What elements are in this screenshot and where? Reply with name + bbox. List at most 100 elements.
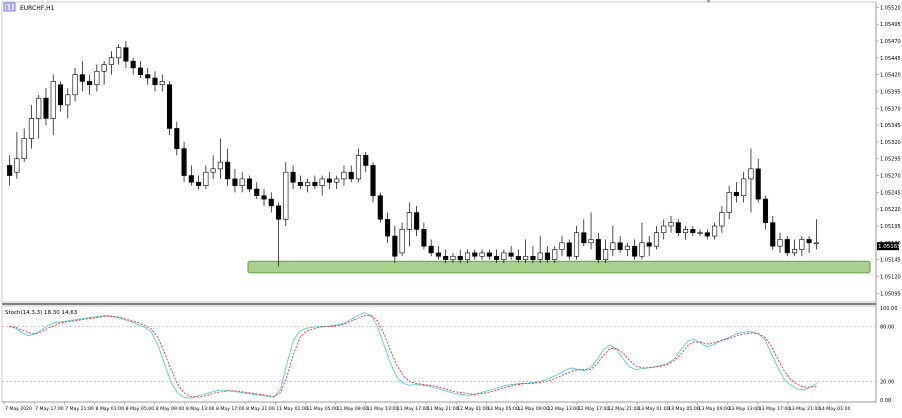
candle-body-down <box>581 232 587 244</box>
candle-body-down <box>435 252 441 257</box>
candle-body-down <box>770 222 776 247</box>
time-tick-label: 11 May 13:00 <box>367 406 399 412</box>
candle-body-down <box>515 255 521 260</box>
time-tick-label: 13 May 13:00 <box>729 406 761 412</box>
candle <box>508 246 514 260</box>
candle-body-up <box>653 232 660 247</box>
candle <box>792 239 798 257</box>
candle-body-down <box>690 229 696 234</box>
candle <box>312 175 318 189</box>
candle <box>494 249 500 263</box>
candle <box>174 121 180 156</box>
candle <box>421 222 427 250</box>
candle-body-down <box>275 205 282 220</box>
candle <box>268 192 274 213</box>
price-tick-label: 1.05220 <box>880 207 901 213</box>
candle <box>414 205 420 237</box>
candle <box>196 175 202 189</box>
time-tick-label: 13 May 17:00 <box>759 406 791 412</box>
candle <box>813 219 819 250</box>
candle <box>770 215 776 250</box>
candle <box>137 61 144 78</box>
candle <box>741 172 747 203</box>
candle-body-up <box>813 242 819 245</box>
price-tick-label: 1.05345 <box>880 123 901 129</box>
candle <box>21 128 27 163</box>
candle-body-up <box>726 192 732 213</box>
stoch-signal-line <box>9 314 817 398</box>
price-tick-label: 1.05470 <box>880 39 901 45</box>
candle <box>588 212 594 250</box>
candle <box>697 229 703 237</box>
candle <box>334 175 340 189</box>
price-tick-label: 1.05395 <box>880 89 901 95</box>
candle-body-down <box>57 84 64 106</box>
candle-body-down <box>225 161 231 180</box>
time-scale[interactable]: 7 May 2020 7 May 17:00 7 May 21:00 8 May 01… <box>3 402 851 412</box>
candle <box>668 215 674 233</box>
indicator-level-label: 80.00 <box>880 324 894 330</box>
candle <box>435 246 441 260</box>
candle <box>762 195 769 230</box>
candle-body-down <box>806 239 812 244</box>
candle <box>682 226 689 240</box>
candle <box>486 249 492 260</box>
price-tick-label: 1.05195 <box>880 224 901 230</box>
candle-body-down <box>181 148 187 176</box>
candle <box>145 67 151 85</box>
candle <box>457 249 463 263</box>
candle <box>530 246 536 263</box>
candle-body-up <box>65 94 71 106</box>
candle <box>624 242 630 257</box>
candle <box>733 182 739 203</box>
candle-body-down <box>348 171 354 180</box>
time-tick-label: 13 May 05:00 <box>668 406 700 412</box>
candle-body-down <box>377 195 383 220</box>
price-tick-label: 1.05420 <box>880 73 901 79</box>
candle <box>116 44 122 65</box>
candle-body-down <box>268 198 274 207</box>
time-tick-label: 8 May 05:00 <box>126 406 155 412</box>
candle <box>87 74 93 95</box>
shift-marker-icon[interactable]: ▾ <box>707 0 710 5</box>
candle <box>123 41 129 68</box>
candle <box>326 172 332 189</box>
time-tick-label: 8 May 09:00 <box>156 406 185 412</box>
candle-body-up <box>523 255 529 260</box>
candle-body-down <box>123 47 129 62</box>
candle-body-down <box>472 252 478 257</box>
candle-body-down <box>733 192 739 197</box>
indicator-label: Stoch(14,3,3) 18.30 14.63 <box>5 310 78 316</box>
candlestick-series <box>7 41 819 267</box>
candle-body-up <box>552 249 558 260</box>
candle <box>544 246 551 263</box>
candle <box>523 239 529 263</box>
candle <box>581 219 587 247</box>
candle <box>130 57 136 75</box>
time-tick-label: 12 May 21:00 <box>608 406 640 412</box>
candle-body-up <box>792 249 798 254</box>
candle-body-up <box>203 171 209 186</box>
candle-body-down <box>87 81 93 86</box>
candle <box>610 226 616 257</box>
candle <box>690 226 696 237</box>
candle-body-down <box>254 188 260 197</box>
candle <box>573 226 580 260</box>
candle <box>799 236 805 257</box>
stochastic-series <box>9 312 818 399</box>
candle <box>806 236 812 253</box>
candle-body-up <box>464 252 471 260</box>
candle-body-up <box>94 70 100 86</box>
support-zone-highlight[interactable] <box>247 260 871 274</box>
candle-body-up <box>603 249 609 260</box>
candle-body-up <box>399 229 405 254</box>
candle <box>704 229 710 240</box>
candle-body-down <box>174 128 180 149</box>
symbol-header[interactable]: EURCHF,H1 <box>3 2 55 12</box>
candle-body-up <box>719 212 725 227</box>
candle <box>377 192 383 223</box>
candle-body-down <box>530 255 536 260</box>
